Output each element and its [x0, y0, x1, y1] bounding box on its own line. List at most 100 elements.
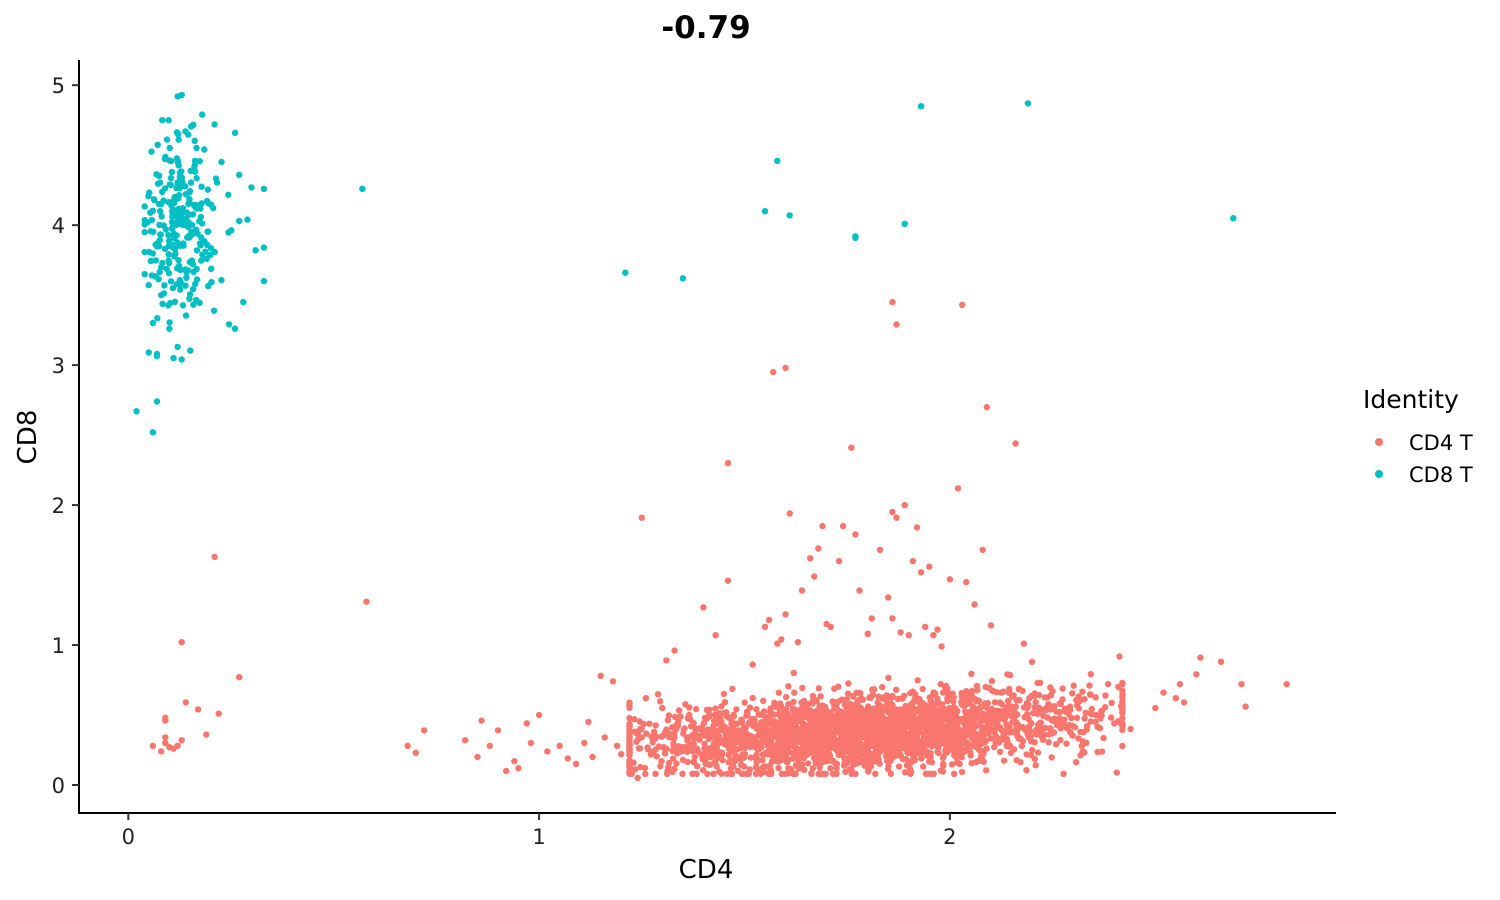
- point-cd4-t: [693, 770, 700, 777]
- point-cd4-t: [162, 734, 169, 741]
- point-cd4-t: [972, 722, 980, 730]
- point-cd4-t: [1040, 712, 1047, 719]
- point-cd4-t: [952, 747, 960, 754]
- point-cd4-t: [1075, 735, 1082, 742]
- point-cd8-t: [159, 117, 166, 124]
- point-cd8-t: [248, 184, 255, 191]
- point-cd4-t: [807, 555, 814, 562]
- point-cd4-t: [663, 726, 670, 733]
- point-cd4-t: [790, 669, 797, 677]
- point-cd8-t: [175, 131, 182, 138]
- point-cd8-t: [218, 276, 225, 284]
- point-cd8-t: [165, 117, 172, 124]
- point-cd4-t: [778, 770, 785, 777]
- point-cd4-t: [1008, 703, 1015, 710]
- point-cd4-t: [799, 735, 806, 742]
- point-cd4-t: [743, 770, 750, 777]
- point-cd4-t: [1026, 723, 1033, 730]
- point-cd4-t: [630, 759, 637, 766]
- point-cd4-t: [1054, 720, 1062, 727]
- point-cd4-t: [889, 298, 896, 306]
- point-cd8-t: [786, 212, 793, 219]
- y-tick-label: 4: [52, 214, 65, 238]
- point-cd4-t: [805, 735, 813, 742]
- point-cd4-t: [903, 762, 910, 769]
- point-cd4-t: [786, 725, 793, 732]
- point-cd8-t: [252, 247, 259, 254]
- point-cd4-t: [1019, 687, 1026, 694]
- point-cd4-t: [991, 699, 999, 706]
- point-cd4-t: [182, 699, 189, 706]
- point-cd4-t: [474, 753, 481, 761]
- point-cd4-t: [799, 725, 806, 733]
- point-cd4-t: [638, 514, 645, 521]
- point-cd4-t: [754, 739, 761, 746]
- point-cd4-t: [527, 739, 535, 747]
- point-cd4-t: [691, 753, 699, 761]
- point-cd4-t: [897, 629, 904, 636]
- point-cd4-t: [363, 598, 370, 605]
- point-cd4-t: [809, 698, 816, 705]
- point-cd4-t: [713, 763, 720, 770]
- point-cd4-t: [848, 745, 855, 752]
- point-cd4-t: [650, 728, 658, 735]
- point-cd4-t: [896, 718, 903, 725]
- point-cd8-t: [206, 251, 214, 259]
- point-cd8-t: [172, 250, 179, 257]
- point-cd4-t: [461, 737, 469, 744]
- point-cd4-t: [1217, 658, 1225, 665]
- point-cd4-t: [503, 767, 510, 775]
- point-cd4-t: [684, 734, 691, 741]
- point-cd4-t: [1092, 694, 1099, 701]
- point-cd4-t: [1040, 731, 1048, 739]
- point-cd4-t: [810, 725, 818, 732]
- point-cd8-t: [161, 245, 169, 253]
- point-cd4-t: [236, 674, 243, 681]
- point-cd4-t: [878, 745, 886, 752]
- point-cd4-t: [890, 740, 897, 747]
- point-cd8-t: [186, 295, 193, 302]
- point-cd4-t: [909, 557, 917, 565]
- point-cd4-t: [959, 737, 967, 744]
- point-cd4-t: [930, 632, 937, 639]
- point-cd4-t: [907, 689, 914, 697]
- point-cd4-t: [994, 718, 1001, 725]
- point-cd4-t: [762, 718, 769, 725]
- point-cd4-t: [693, 705, 700, 713]
- point-cd4-t: [775, 764, 782, 772]
- point-cd8-t: [177, 286, 184, 293]
- point-cd4-t: [942, 682, 950, 690]
- point-cd4-t: [893, 686, 900, 693]
- point-cd8-t: [141, 228, 148, 236]
- point-cd8-t: [225, 321, 233, 328]
- point-cd4-t: [847, 709, 854, 716]
- point-cd4-t: [642, 770, 649, 777]
- point-cd4-t: [842, 768, 849, 775]
- point-cd8-t: [189, 285, 197, 293]
- point-cd4-t: [850, 693, 857, 700]
- point-cd4-t: [824, 740, 832, 747]
- point-cd4-t: [636, 726, 644, 733]
- legend-label-cd4-t: CD4 T: [1409, 431, 1473, 455]
- point-cd4-t: [684, 715, 692, 722]
- point-cd4-t: [817, 746, 825, 753]
- point-cd4-t: [669, 768, 676, 775]
- point-cd4-t: [800, 720, 808, 728]
- point-cd4-t: [856, 587, 863, 594]
- point-cd8-t: [156, 237, 163, 244]
- point-cd4-t: [962, 714, 970, 721]
- point-cd4-t: [812, 710, 819, 717]
- point-cd4-t: [847, 721, 855, 729]
- point-cd4-t: [753, 759, 760, 766]
- point-cd4-t: [174, 742, 181, 749]
- point-cd4-t: [844, 759, 851, 767]
- y-tick-label: 3: [52, 354, 65, 378]
- point-cd4-t: [757, 711, 764, 718]
- point-cd4-t: [866, 694, 873, 701]
- point-cd4-t: [1108, 699, 1115, 707]
- point-cd4-t: [751, 718, 758, 725]
- legend-title: Identity: [1363, 385, 1459, 414]
- point-cd8-t: [156, 268, 163, 276]
- point-cd4-t: [729, 748, 736, 755]
- point-cd4-t: [675, 743, 682, 750]
